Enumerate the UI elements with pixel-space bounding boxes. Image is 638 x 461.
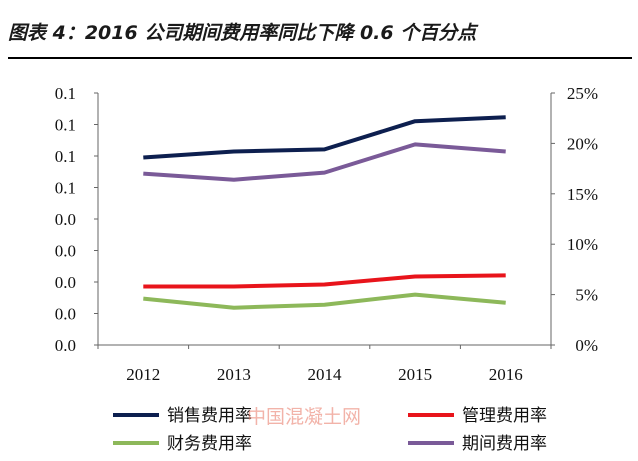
left-axis-tick-label: 0.1 (55, 179, 76, 198)
x-axis-tick-label: 2013 (217, 365, 251, 384)
right-axis-tick-label: 10% (567, 235, 598, 254)
left-axis-tick-label: 0.0 (55, 273, 76, 292)
left-axis-tick-label: 0.0 (55, 242, 76, 261)
right-axis-tick-label: 0% (575, 336, 598, 355)
legend-label: 财务费用率 (167, 434, 252, 454)
left-axis-tick-label: 0.0 (55, 305, 76, 324)
series-line (143, 115, 506, 160)
series-line (143, 142, 506, 182)
legend-label: 管理费用率 (462, 406, 547, 426)
title-underline (8, 57, 632, 59)
x-axis-tick-label: 2012 (126, 365, 160, 384)
x-axis-tick-label: 2015 (398, 365, 432, 384)
right-axis-tick-label: 15% (567, 185, 598, 204)
x-axis-tick-label: 2016 (489, 365, 523, 384)
left-axis-tick-label: 0.0 (55, 336, 76, 355)
legend-label: 期间费用率 (462, 434, 547, 454)
legend-label: 销售费用率 (167, 406, 252, 426)
left-axis-tick-label: 0.1 (55, 116, 76, 135)
x-axis-tick-label: 2014 (308, 365, 343, 384)
left-axis-tick-label: 0.0 (55, 210, 76, 229)
right-axis-tick-label: 20% (567, 134, 598, 153)
right-axis-tick-label: 5% (575, 286, 598, 305)
right-axis-tick-label: 25% (567, 84, 598, 103)
left-axis-tick-label: 0.1 (55, 84, 76, 103)
left-axis-tick-label: 0.1 (55, 147, 76, 166)
chart-title: 图表 4：2016 公司期间费用率同比下降 0.6 个百分点 (8, 22, 477, 44)
series-line (143, 292, 506, 310)
series-line (143, 273, 506, 289)
watermark: 中国混凝土网 (247, 406, 362, 428)
